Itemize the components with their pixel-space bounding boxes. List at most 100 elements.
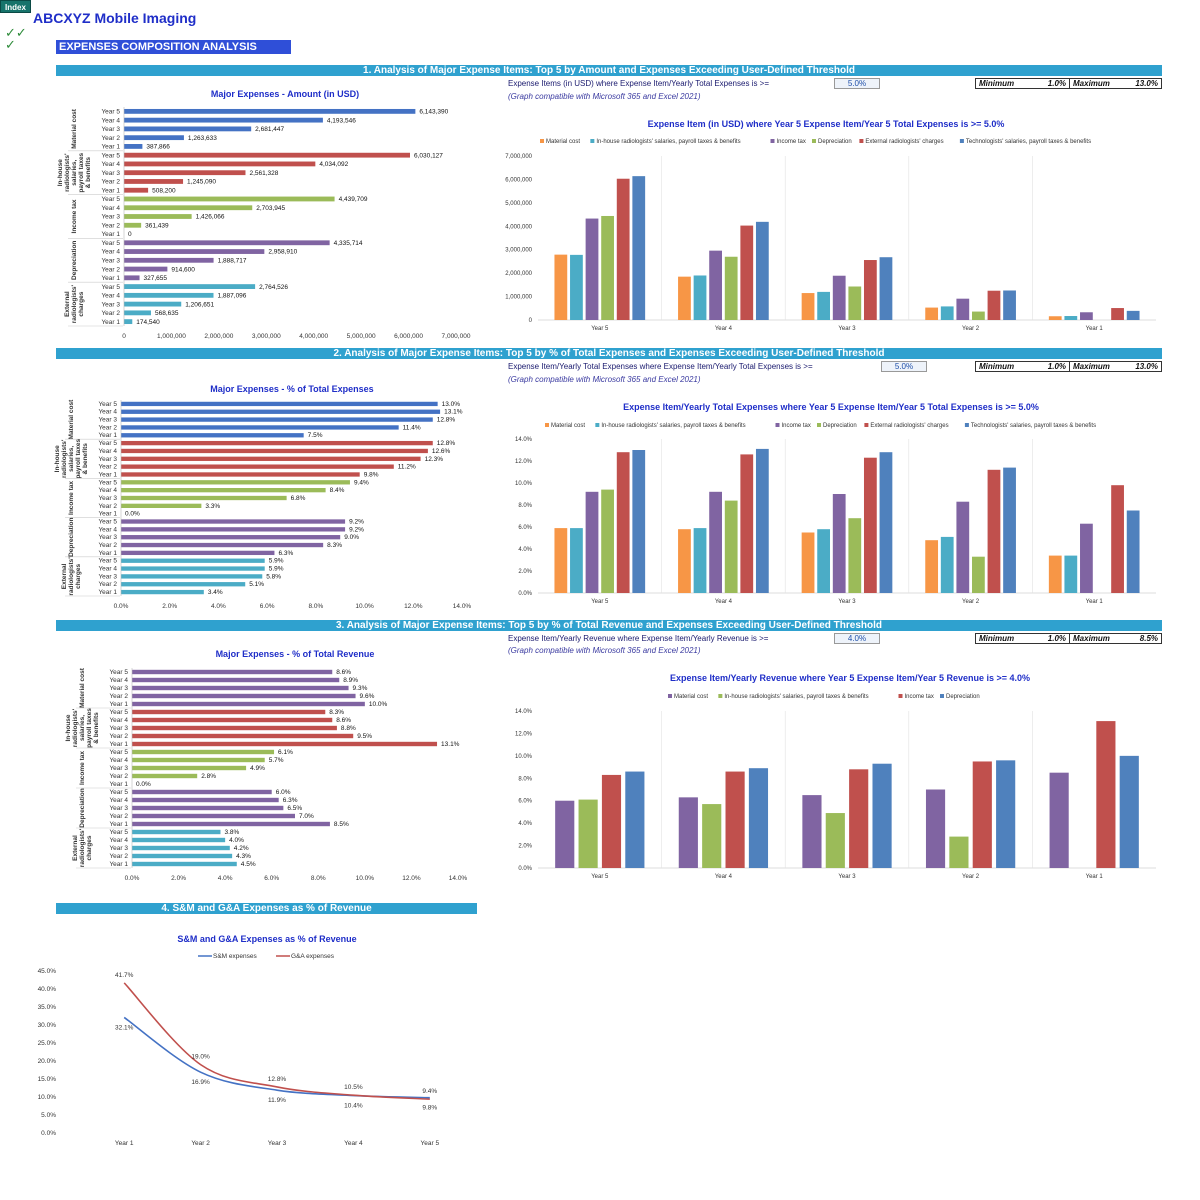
bar bbox=[996, 760, 1016, 868]
bar bbox=[678, 529, 691, 593]
y-tick-label: 3,000,000 bbox=[505, 248, 532, 254]
category-label: Year 1 bbox=[101, 275, 120, 282]
data-label: 6,030,127 bbox=[414, 152, 443, 159]
bar bbox=[132, 853, 233, 859]
bar bbox=[124, 284, 256, 289]
bar bbox=[124, 275, 140, 281]
bar bbox=[956, 501, 970, 593]
bar bbox=[1111, 485, 1124, 593]
bar bbox=[956, 298, 970, 320]
group-label: Material cost bbox=[68, 399, 75, 440]
bar bbox=[121, 464, 394, 469]
bar bbox=[755, 221, 769, 320]
bar bbox=[124, 161, 316, 167]
category-label: Year 3 bbox=[109, 725, 128, 732]
category-label: Year 2 bbox=[101, 179, 120, 186]
data-label: 6.1% bbox=[278, 749, 293, 756]
section2-threshold-input[interactable]: 5.0% bbox=[881, 361, 927, 372]
bar bbox=[940, 306, 954, 320]
bar bbox=[817, 529, 831, 593]
data-label: 12.8% bbox=[437, 417, 456, 424]
legend-label: Technologists' salaries, payroll taxes &… bbox=[971, 423, 1096, 429]
group-label: Externalradiologists'charges bbox=[61, 557, 82, 596]
data-label: 9.5% bbox=[357, 733, 372, 740]
category-label: Year 1 bbox=[109, 821, 128, 828]
data-label: 4.0% bbox=[229, 837, 244, 844]
legend-label: Technologists' salaries, payroll taxes &… bbox=[966, 139, 1091, 145]
category-label: Year 1 bbox=[109, 701, 128, 708]
x-tick-label: 6,000,000 bbox=[394, 333, 423, 340]
x-tick-label: Year 1 bbox=[1086, 874, 1104, 880]
app-title: ABCXYZ Mobile Imaging bbox=[33, 10, 197, 26]
bar bbox=[678, 797, 698, 868]
category-label: Year 2 bbox=[109, 853, 128, 860]
data-label: 2,681,447 bbox=[255, 126, 284, 133]
y-tick-label: 1,000,000 bbox=[505, 295, 532, 301]
group-label-line: & benefits bbox=[85, 157, 92, 189]
bar bbox=[124, 240, 330, 246]
x-tick-label: 4.0% bbox=[211, 603, 226, 610]
y-tick-label: 35.0% bbox=[38, 1004, 57, 1011]
category-label: Year 3 bbox=[101, 257, 120, 264]
group-label-line: Income tax bbox=[68, 481, 75, 515]
min-label: Minimum bbox=[979, 362, 1015, 371]
bar bbox=[940, 536, 954, 593]
bar bbox=[124, 144, 143, 149]
group-label-line: radiologists' bbox=[68, 557, 75, 596]
bar bbox=[121, 589, 204, 595]
data-label: 2,561,328 bbox=[249, 170, 278, 177]
x-tick-label: 2.0% bbox=[171, 875, 186, 882]
category-label: Year 1 bbox=[109, 861, 128, 868]
category-label: Year 1 bbox=[101, 187, 120, 194]
legend-swatch bbox=[775, 423, 780, 427]
data-label: 6.5% bbox=[287, 805, 302, 812]
bar bbox=[817, 291, 831, 320]
group-label: Material cost bbox=[79, 667, 86, 708]
bar bbox=[748, 768, 769, 868]
bar bbox=[724, 256, 738, 320]
y-tick-label: 25.0% bbox=[38, 1040, 57, 1047]
data-label: 3.4% bbox=[208, 589, 223, 596]
legend-swatch bbox=[545, 423, 549, 427]
bar bbox=[124, 179, 184, 184]
section3-header: 3. Analysis of Major Expense Items: Top … bbox=[56, 620, 1162, 631]
bar bbox=[132, 685, 349, 691]
category-label: Year 2 bbox=[101, 266, 120, 273]
bar bbox=[132, 797, 279, 803]
x-tick-label: Year 3 bbox=[838, 326, 856, 332]
section1-header: 1. Analysis of Major Expense Items: Top … bbox=[56, 65, 1162, 76]
group-label-line: radiologists' bbox=[64, 153, 71, 192]
x-tick-label: Year 5 bbox=[591, 874, 609, 880]
section1-threshold-input[interactable]: 5.0% bbox=[834, 78, 880, 89]
data-label: 568,635 bbox=[155, 310, 179, 317]
legend-swatch bbox=[817, 423, 821, 427]
x-tick-label: 7,000,000 bbox=[442, 333, 471, 340]
data-label: 6.8% bbox=[291, 495, 306, 502]
y-tick-label: 14.0% bbox=[515, 437, 533, 443]
category-label: Year 5 bbox=[98, 518, 117, 525]
category-label: Year 4 bbox=[109, 717, 128, 724]
bar bbox=[124, 187, 149, 193]
section3-note: Expense Item/Yearly Revenue where Expens… bbox=[508, 634, 769, 643]
y-tick-label: 4.0% bbox=[518, 821, 532, 827]
y-tick-label: 2.0% bbox=[518, 569, 532, 575]
legend-swatch bbox=[959, 139, 964, 143]
legend-label: Depreciation bbox=[818, 139, 852, 145]
index-button[interactable]: Index bbox=[0, 0, 31, 13]
bar bbox=[121, 440, 433, 446]
sm-ga-line-chart: S&M and G&A Expenses as % of Revenue S&M … bbox=[38, 934, 440, 1147]
bar bbox=[925, 789, 946, 868]
section3-threshold-input[interactable]: 4.0% bbox=[834, 633, 880, 644]
bar bbox=[755, 448, 769, 593]
data-label: 11.2% bbox=[398, 464, 416, 471]
category-label: Year 2 bbox=[109, 733, 128, 740]
chart-title: Expense Item/Yearly Total Expenses where… bbox=[623, 402, 1039, 412]
x-tick-label: Year 5 bbox=[591, 326, 609, 332]
data-label: 4,193,546 bbox=[327, 117, 356, 124]
bar bbox=[740, 225, 754, 320]
y-tick-label: 5,000,000 bbox=[505, 201, 532, 207]
group-label: Depreciation bbox=[68, 517, 75, 556]
section3-minmax: Minimum 1.0% Maximum 8.5% bbox=[975, 633, 1162, 644]
legend-swatch bbox=[595, 423, 600, 427]
chart-title: Expense Item/Yearly Revenue where Year 5… bbox=[670, 673, 1030, 683]
